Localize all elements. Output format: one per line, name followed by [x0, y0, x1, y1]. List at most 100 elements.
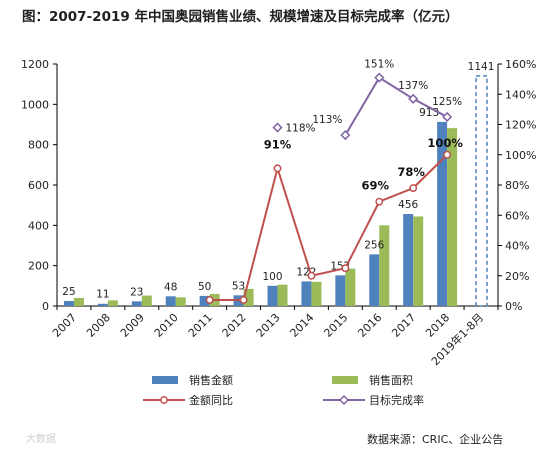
bar-sales-area — [311, 281, 322, 306]
point-target-rate — [272, 122, 283, 133]
y-right-tick-label: 120% — [505, 119, 536, 132]
target-rate-label: 118% — [286, 123, 316, 135]
y-right-tick-label: 80% — [505, 179, 529, 192]
y-left-tick-label: 1200 — [21, 58, 49, 71]
y-left-tick-label: 200 — [28, 260, 49, 273]
point-target-rate — [374, 72, 385, 83]
legend-target-rate-label: 目标完成率 — [369, 393, 424, 407]
bar-sales-amount — [335, 275, 346, 306]
target-rate-label: 151% — [364, 59, 394, 71]
y-right-tick-label: 0% — [505, 300, 522, 313]
point-target-rate — [442, 111, 453, 122]
point-yoy — [375, 197, 384, 206]
x-tick-label: 2018 — [423, 311, 452, 340]
legend-sales-amount-label: 销售金额 — [189, 373, 233, 387]
sales-amount-label: 50 — [198, 281, 211, 293]
line-segment-yoy — [378, 187, 414, 203]
source-note: 数据来源：CRIC、企业公告 — [367, 432, 503, 446]
bar-sales-area — [175, 297, 186, 306]
y-left-tick-label: 600 — [28, 179, 49, 192]
y-right-tick-label: 140% — [505, 88, 536, 101]
x-tick-label: 2017 — [389, 311, 418, 340]
legend-sales-area-label: 销售面积 — [369, 373, 413, 387]
y-right-tick-label: 60% — [505, 209, 529, 222]
y-left-tick-label: 1000 — [21, 98, 49, 111]
y-right-tick-label: 40% — [505, 240, 529, 253]
x-tick-label: 2011 — [186, 311, 215, 340]
point-yoy — [273, 164, 282, 173]
target-rate-label: 113% — [312, 114, 342, 126]
bar-sales-area — [277, 284, 288, 306]
point-yoy — [205, 296, 214, 304]
bar-2019-target — [475, 75, 488, 307]
point-yoy — [307, 271, 316, 280]
yoy-label: 91% — [264, 137, 292, 151]
sales-amount-label: 25 — [62, 286, 75, 298]
bar-sales-amount — [301, 281, 312, 306]
sales-amount-label: 256 — [364, 239, 384, 251]
sales-amount-label: 456 — [398, 199, 418, 211]
bar-sales-area — [73, 297, 84, 306]
bar-sales-area — [413, 216, 424, 306]
bar-sales-amount — [267, 285, 278, 306]
target-label: 1141 — [468, 61, 495, 73]
sales-amount-label: 11 — [96, 289, 109, 301]
yoy-label: 100% — [427, 136, 463, 150]
point-yoy — [443, 150, 452, 159]
legend-yoy-label: 金额同比 — [189, 393, 233, 407]
y-right-tick-label: 100% — [505, 149, 536, 162]
sales-amount-label: 100 — [262, 271, 282, 283]
bar-sales-area — [447, 128, 458, 306]
target-rate-label: 125% — [432, 96, 462, 108]
y-right-tick-label: 20% — [505, 270, 529, 283]
legend-target-rate-marker — [338, 394, 350, 406]
legend-sales-amount-swatch — [152, 376, 178, 384]
watermark: 大数据 — [26, 432, 56, 445]
x-tick-label: 2013 — [254, 311, 283, 340]
x-tick-label: 2015 — [321, 311, 350, 340]
sales-amount-label: 53 — [232, 280, 245, 292]
bar-sales-amount — [63, 300, 74, 306]
line-segment-yoy — [311, 267, 346, 277]
line-segment-target-rate — [378, 76, 414, 100]
x-tick-label: 2012 — [220, 311, 249, 340]
line-segment-yoy — [412, 154, 448, 189]
x-tick-label: 2010 — [152, 311, 181, 340]
y-left-tick-label: 0 — [42, 300, 49, 313]
target-rate-label: 137% — [398, 80, 428, 92]
point-target-rate — [340, 130, 351, 141]
yoy-label: 69% — [362, 179, 390, 193]
point-yoy — [341, 264, 350, 273]
bar-sales-amount — [131, 301, 142, 306]
line-segment-target-rate — [412, 97, 448, 118]
bar-sales-amount — [97, 303, 108, 306]
x-tick-label: 2016 — [355, 311, 384, 340]
y-right-tick-label: 160% — [505, 58, 536, 71]
line-segment-yoy — [344, 201, 381, 269]
bar-sales-area — [379, 225, 390, 306]
plot-area: 0 200 400 600 800 1000 1200 0% 20% 40% 60% 80% 100% 1… — [21, 58, 536, 368]
yoy-label: 78% — [397, 165, 425, 179]
bar-sales-amount — [403, 214, 414, 306]
x-tick-label: 2014 — [288, 311, 317, 340]
bar-sales-amount — [165, 296, 176, 306]
sales-amount-label: 913 — [419, 107, 439, 119]
point-yoy — [409, 184, 418, 192]
bar-sales-amount — [199, 295, 210, 306]
line-segment-yoy — [276, 168, 313, 277]
bar-sales-area — [141, 295, 152, 306]
sales-amount-label: 48 — [164, 281, 177, 293]
y-left-tick-label: 800 — [28, 139, 49, 152]
point-target-rate — [408, 93, 419, 104]
legend-sales-area-swatch — [332, 376, 358, 384]
legend-yoy-marker — [160, 396, 168, 404]
bar-sales-area — [243, 288, 254, 306]
bar-sales-amount — [369, 254, 380, 306]
sales-amount-label: 23 — [130, 286, 143, 298]
bar-sales-area — [345, 268, 356, 306]
x-tick-label: 2009 — [118, 311, 147, 340]
x-tick-label: 2008 — [84, 311, 113, 340]
line-segment-yoy — [242, 168, 279, 301]
